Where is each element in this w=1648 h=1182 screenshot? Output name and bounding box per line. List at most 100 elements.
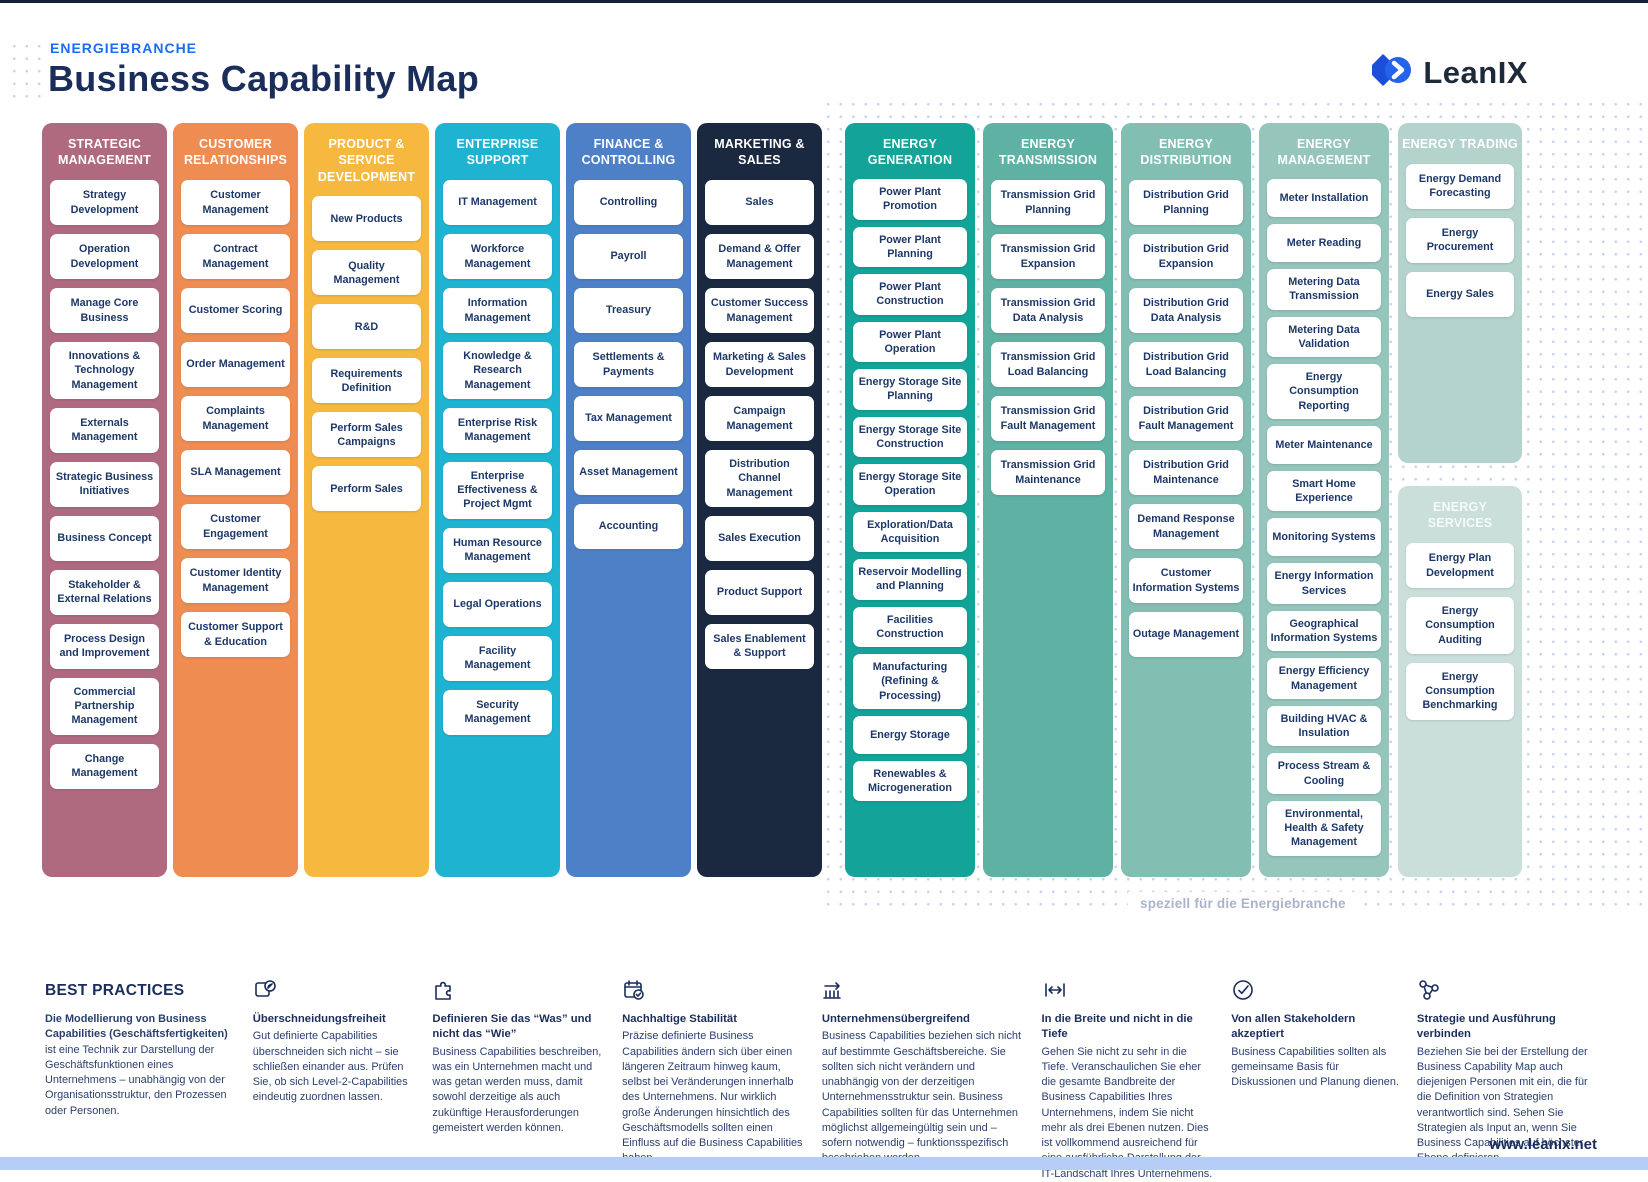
capability-item: Smart Home Experience [1267, 470, 1381, 512]
capability-item-label: New Products [330, 212, 403, 225]
capability-item-label: Security Management [464, 698, 531, 725]
capability-column-title: ENERGY TRANSMISSION [998, 137, 1098, 168]
capability-item-label: Smart Home Experience [1292, 477, 1356, 504]
capability-item: Energy Consumption Reporting [1267, 364, 1381, 419]
capability-item: Power Plant Construction [853, 274, 967, 315]
best-practice-text: Business Capabilities beziehen sich nich… [821, 1030, 1021, 1164]
capability-item-label: Meter Installation [1279, 191, 1369, 204]
best-practice-overlap: Überschneidungsfreiheit Gut definierte C… [253, 978, 415, 1182]
capability-item: Controlling [574, 180, 683, 225]
capability-item-label: Change Management [71, 752, 138, 779]
capability-item-label: Strategic Business Initiatives [55, 471, 154, 498]
share-icon [1417, 978, 1603, 1002]
capability-item: Strategic Business Initiatives [50, 461, 159, 507]
capability-item-label: Power Plant Operation [879, 328, 941, 355]
capability-column-finance-controlling: FINANCE & CONTROLLING Controlling Payrol… [566, 123, 691, 877]
capability-item-label: Geographical Information Systems [1270, 617, 1378, 644]
capability-item-label: Campaign Management [726, 405, 793, 432]
capability-item-label: Distribution Channel Management [726, 458, 793, 499]
best-practice-title: Strategie und Ausführung verbinden [1416, 1013, 1556, 1041]
capability-item: Outage Management [1129, 612, 1243, 657]
capability-column-energy-generation: ENERGY GENERATION Power Plant Promotion … [845, 123, 975, 877]
capability-item: Change Management [50, 743, 159, 789]
calendar-icon [622, 978, 804, 1002]
enterprise-icon [822, 978, 1024, 1002]
capability-item: Strategy Development [50, 180, 159, 225]
capability-item: Marketing & Sales Development [705, 342, 814, 387]
capability-item-label: Transmission Grid Data Analysis [1000, 297, 1096, 324]
best-practice-text: Gut definierte Capabilities überschneide… [252, 1030, 408, 1104]
capability-item: Energy Storage Site Planning [853, 369, 967, 410]
corner-dots-decoration [8, 40, 48, 104]
capability-item: Energy Consumption Auditing [1406, 597, 1514, 654]
capability-column-strategic-management: STRATEGIC MANAGEMENT Strategy Developmen… [42, 123, 167, 877]
capability-item-label: Enterprise Effectiveness & Project Mgmt [457, 469, 538, 511]
capability-item: SLA Management [181, 450, 290, 495]
capability-item: Distribution Grid Maintenance [1129, 450, 1243, 495]
capability-column-energy-services: ENERGY SERVICES Energy Plan Development … [1398, 486, 1522, 877]
best-practice-title: Unternehmensübergreifend [821, 1013, 970, 1025]
puzzle-icon [432, 978, 604, 1002]
capability-item-label: Energy Storage [870, 728, 950, 741]
capability-item-label: Reservoir Modelling and Planning [858, 566, 962, 593]
capability-column-title: ENERGY MANAGEMENT [1277, 137, 1371, 168]
capability-item-label: Strategy Development [70, 189, 139, 216]
capability-item-label: Operation Development [70, 243, 139, 270]
capability-item: Monitoring Systems [1267, 518, 1381, 557]
capability-item: Manage Core Business [50, 288, 159, 333]
best-practice-text: Präzise definierte Business Capabilities… [622, 1030, 803, 1164]
capability-column-enterprise-support: ENTERPRISE SUPPORT IT Management Workfor… [435, 123, 560, 877]
capability-item-label: Metering Data Transmission [1288, 276, 1360, 303]
capability-column-title: FINANCE & CONTROLLING [581, 137, 676, 168]
capability-item-label: Business Concept [57, 532, 152, 545]
capability-item: Workforce Management [443, 234, 552, 279]
capability-item: Complaints Management [181, 396, 290, 441]
website-link[interactable]: www.leanix.net [1489, 1136, 1597, 1153]
capability-item: Environmental, Health & Safety Managemen… [1267, 800, 1381, 856]
capability-item: Energy Plan Development [1406, 543, 1514, 588]
capability-item: Order Management [181, 342, 290, 387]
capability-item: Facilities Construction [853, 606, 967, 647]
capability-item-label: Customer Support & Education [188, 621, 283, 648]
capability-item-label: Distribution Grid Data Analysis [1143, 297, 1229, 324]
capability-item: Power Plant Planning [853, 226, 967, 267]
capability-item-label: Meter Reading [1286, 236, 1362, 249]
capability-item: Facility Management [443, 635, 552, 681]
capability-item-label: Distribution Grid Maintenance [1143, 459, 1229, 486]
capability-item-label: IT Management [458, 196, 537, 209]
capability-item: Product Support [705, 569, 814, 615]
capability-column-energy-transmission: ENERGY TRANSMISSION Transmission Grid Pl… [983, 123, 1113, 877]
capability-item-label: Enterprise Risk Management [457, 417, 538, 444]
capability-item-label: Transmission Grid Expansion [1000, 243, 1096, 270]
capability-column-energy-trading: ENERGY TRADING Energy Demand Forecasting… [1398, 123, 1522, 463]
capability-item: Enterprise Risk Management [443, 407, 552, 453]
capability-item: Commercial Partnership Management [50, 677, 159, 735]
capability-item-label: Commercial Partnership Management [71, 685, 138, 727]
capability-item: Meter Installation [1267, 179, 1381, 217]
capability-item-label: Sales Enablement & Support [713, 633, 806, 660]
energy-trading-services-stack: ENERGY TRADING Energy Demand Forecasting… [1398, 123, 1522, 877]
core-capability-columns: STRATEGIC MANAGEMENT Strategy Developmen… [42, 123, 822, 877]
capability-item-label: Treasury [605, 304, 652, 317]
capability-item-label: Sales [745, 196, 774, 209]
capability-item: Exploration/Data Acquisition [853, 511, 967, 552]
capability-item: Operation Development [50, 234, 159, 279]
capability-item: Distribution Grid Fault Management [1129, 396, 1243, 441]
capability-item: IT Management [443, 180, 552, 225]
capability-item: Demand & Offer Management [705, 234, 814, 279]
capability-item: Energy Storage Site Construction [853, 416, 967, 457]
capability-item: Customer Scoring [181, 288, 290, 333]
capability-item-label: Energy Plan Development [1426, 552, 1494, 579]
best-practice-text: Business Capabilities beschreiben, was e… [432, 1045, 602, 1134]
capability-item: Innovations & Technology Management [50, 342, 159, 399]
capability-item-label: Customer Identity Management [189, 567, 282, 594]
capability-item-label: Process Stream & Cooling [1277, 760, 1371, 787]
leanix-logo-icon [1369, 48, 1413, 97]
capability-item-label: Requirements Definition [330, 367, 403, 394]
capability-item-label: Innovations & Technology Management [68, 350, 141, 391]
capability-item: Human Resource Management [443, 527, 552, 573]
capability-item-label: Power Plant Promotion [879, 186, 941, 213]
capability-item: Reservoir Modelling and Planning [853, 559, 967, 600]
capability-item-label: Customer Information Systems [1132, 567, 1240, 594]
capability-item-label: Energy Storage Site Construction [858, 423, 962, 450]
